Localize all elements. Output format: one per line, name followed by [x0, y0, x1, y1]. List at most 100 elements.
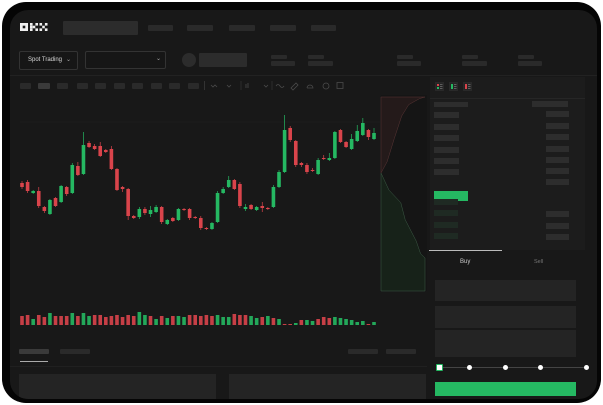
- candle-body: [131, 216, 136, 218]
- volume-bar: [120, 317, 125, 325]
- volume-bar: [193, 315, 198, 325]
- sell-tab[interactable]: Sell: [534, 259, 544, 265]
- candle: [115, 168, 119, 191]
- candle: [137, 207, 142, 219]
- interval-button[interactable]: [77, 83, 88, 89]
- instrument-dropdown[interactable]: ⌄: [85, 51, 166, 69]
- orders-filter-button[interactable]: [386, 349, 416, 354]
- volume-bar: [115, 315, 119, 325]
- candle-body: [249, 205, 253, 209]
- candle-body: [333, 132, 337, 158]
- candle: [198, 216, 203, 230]
- volume-bar: [254, 318, 259, 325]
- candle: [221, 187, 225, 194]
- interval-button[interactable]: [38, 83, 50, 89]
- candle: [260, 202, 265, 212]
- total-input[interactable]: [435, 330, 576, 357]
- interval-button[interactable]: [132, 83, 143, 89]
- candle: [366, 129, 371, 140]
- candlestick-chart[interactable]: [10, 10, 430, 340]
- trade-tab-underline: [429, 250, 502, 251]
- candle: [31, 190, 35, 194]
- volume-bar: [171, 316, 175, 325]
- bid-amount: [546, 223, 569, 229]
- candle-body: [64, 187, 69, 194]
- candle: [143, 207, 147, 215]
- slider-mark-100[interactable]: [584, 365, 589, 370]
- candle-body: [104, 150, 108, 152]
- candle: [310, 168, 315, 172]
- interval-button[interactable]: [169, 83, 180, 89]
- candle-body: [70, 165, 75, 193]
- divider: [10, 366, 427, 367]
- candle-body: [221, 189, 225, 193]
- candle-body: [277, 172, 281, 187]
- divider: [10, 75, 597, 76]
- candle-body: [355, 131, 360, 141]
- volume-bar: [338, 318, 343, 325]
- volume-bar: [299, 320, 304, 325]
- nav-item[interactable]: [311, 25, 336, 31]
- volume-bar: [76, 316, 80, 325]
- orders-panel-left: [19, 374, 216, 399]
- candle-body: [48, 200, 52, 214]
- interval-button[interactable]: [114, 83, 125, 89]
- orders-tab-history[interactable]: [60, 349, 90, 354]
- volume-bar: [25, 315, 30, 325]
- candle: [159, 206, 164, 224]
- stat-value: [308, 61, 333, 66]
- volume-bar: [64, 316, 69, 325]
- volume-bar: [355, 322, 360, 325]
- order-book-view-toggles[interactable]: [430, 77, 490, 97]
- volume-bar: [31, 319, 35, 325]
- candle-body: [305, 165, 309, 172]
- candle-body: [76, 166, 80, 175]
- interval-button[interactable]: [151, 83, 162, 89]
- candle: [327, 153, 332, 161]
- trading-mode-dropdown[interactable]: Spot Trading ⌄: [19, 51, 78, 70]
- orders-filter-button[interactable]: [348, 349, 378, 354]
- volume-bar: [126, 315, 130, 325]
- volume-bar: [104, 317, 108, 325]
- candle: [193, 216, 198, 219]
- slider-mark-75[interactable]: [538, 365, 543, 370]
- volume-bar: [271, 318, 276, 325]
- buy-tab[interactable]: Buy: [460, 259, 471, 265]
- volume-bar: [293, 323, 298, 325]
- interval-button[interactable]: [95, 83, 106, 89]
- buy-submit-button[interactable]: [435, 382, 576, 396]
- ask-amount: [546, 168, 569, 174]
- candle-body: [366, 130, 371, 137]
- nav-item[interactable]: [270, 25, 296, 31]
- nav-item[interactable]: [148, 25, 173, 31]
- candle-body: [165, 220, 170, 224]
- candle: [131, 215, 136, 219]
- slider-mark-25[interactable]: [467, 365, 472, 370]
- price-input[interactable]: [435, 280, 576, 301]
- slider-handle[interactable]: [436, 364, 443, 371]
- nav-item[interactable]: [187, 25, 213, 31]
- candle-body: [193, 217, 198, 218]
- interval-button[interactable]: [188, 83, 199, 89]
- candle: [154, 205, 158, 213]
- amount-input[interactable]: [435, 306, 576, 328]
- interval-button[interactable]: [57, 83, 68, 89]
- volume-bar: [243, 315, 248, 325]
- trading-mode-label: Spot Trading: [28, 57, 63, 63]
- slider-track[interactable]: [440, 367, 587, 368]
- stat-label: [271, 55, 287, 59]
- candle: [48, 199, 52, 215]
- nav-item[interactable]: [229, 25, 255, 31]
- candle-body: [98, 146, 103, 156]
- candle-body: [159, 207, 164, 222]
- volume-bar: [316, 319, 320, 325]
- interval-button[interactable]: [20, 83, 31, 89]
- candle: [305, 163, 309, 174]
- orders-tab-open[interactable]: [19, 349, 49, 354]
- ask-amount: [546, 111, 569, 117]
- chevron-down-icon: ⌄: [156, 56, 162, 62]
- slider-mark-50[interactable]: [503, 365, 508, 370]
- search-input[interactable]: [63, 21, 138, 35]
- orders-panel-right: [229, 374, 426, 399]
- okx-logo[interactable]: [20, 22, 48, 33]
